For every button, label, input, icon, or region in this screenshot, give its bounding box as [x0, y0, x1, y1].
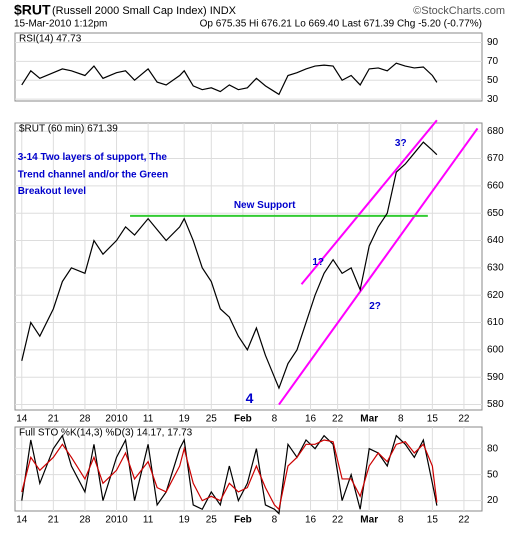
- annotation: Breakout level: [18, 186, 87, 197]
- annotation: Trend channel and/or the Green: [18, 170, 169, 181]
- y-tick-label: 50: [487, 469, 499, 480]
- x-tick-label: 28: [79, 515, 91, 526]
- x-tick-label: 2010: [105, 414, 128, 425]
- x-tick-label: 21: [48, 515, 60, 526]
- brand: ©StockCharts.com: [413, 5, 505, 17]
- panel-title: $RUT (60 min) 671.39: [19, 124, 118, 135]
- panel-title: Full STO %K(14,3) %D(3) 14.17, 17.73: [19, 428, 193, 439]
- x-tick-label: 25: [206, 515, 218, 526]
- y-tick-label: 680: [487, 126, 504, 137]
- annotation: 3?: [395, 138, 407, 149]
- x-tick-label: 22: [458, 515, 470, 526]
- y-tick-label: 580: [487, 399, 504, 410]
- x-tick-label: 22: [332, 414, 344, 425]
- series-line: [21, 62, 438, 96]
- x-tick-label: 8: [398, 515, 404, 526]
- x-tick-label: 14: [16, 515, 28, 526]
- x-tick-label: 19: [179, 414, 191, 425]
- series-line: [21, 434, 438, 515]
- annotation: 4: [246, 390, 254, 406]
- y-tick-label: 630: [487, 263, 504, 274]
- x-tick-label: 8: [272, 414, 278, 425]
- y-tick-label: 80: [487, 443, 499, 454]
- x-tick-label: 21: [48, 414, 60, 425]
- y-tick-label: 600: [487, 345, 504, 356]
- y-tick-label: 590: [487, 372, 504, 383]
- y-tick-label: 30: [487, 94, 499, 105]
- y-tick-label: 620: [487, 290, 504, 301]
- x-tick-label: 15: [427, 414, 439, 425]
- annotation: 3-14 Two layers of support, The: [18, 152, 168, 163]
- y-tick-label: 90: [487, 37, 499, 48]
- x-tick-label: 11: [143, 515, 154, 526]
- y-tick-label: 650: [487, 208, 504, 219]
- x-tick-label: 28: [79, 414, 91, 425]
- x-tick-label: 22: [332, 515, 344, 526]
- x-tick-label: 8: [272, 515, 278, 526]
- panel-title: RSI(14) 47.73: [19, 34, 82, 45]
- x-tick-label: 11: [143, 414, 154, 425]
- date: 15-Mar-2010 1:12pm: [14, 19, 107, 30]
- y-tick-label: 20: [487, 495, 499, 506]
- x-tick-label: 15: [427, 515, 439, 526]
- y-tick-label: 70: [487, 56, 499, 67]
- x-tick-label: 8: [398, 414, 404, 425]
- annotation: 1?: [312, 257, 324, 268]
- index-name: (Russell 2000 Small Cap Index) INDX: [52, 5, 237, 17]
- panel-frame: [14, 122, 483, 411]
- x-tick-label: 22: [458, 414, 470, 425]
- symbol: $RUT: [14, 2, 51, 18]
- x-tick-label: Feb: [234, 515, 252, 526]
- y-tick-label: 610: [487, 317, 504, 328]
- y-tick-label: 640: [487, 235, 504, 246]
- trend-line: [278, 127, 479, 406]
- panel-frame: [14, 426, 483, 512]
- y-tick-label: 50: [487, 75, 499, 86]
- series-line: [21, 439, 438, 511]
- x-tick-label: Mar: [360, 515, 378, 526]
- quote: Op 675.35 Hi 676.21 Lo 669.40 Last 671.3…: [200, 19, 482, 30]
- x-tick-label: Mar: [360, 414, 378, 425]
- x-tick-label: 2010: [105, 515, 128, 526]
- x-tick-label: 16: [305, 515, 317, 526]
- y-tick-label: 660: [487, 181, 504, 192]
- x-tick-label: 16: [305, 414, 317, 425]
- trend-line: [300, 119, 438, 285]
- x-tick-label: 19: [179, 515, 191, 526]
- series-line: [21, 141, 438, 390]
- annotation: 2?: [369, 301, 381, 312]
- annotation: New Support: [234, 200, 296, 211]
- y-tick-label: 670: [487, 153, 504, 164]
- x-tick-label: 25: [206, 414, 218, 425]
- x-tick-label: 14: [16, 414, 28, 425]
- x-tick-label: Feb: [234, 414, 252, 425]
